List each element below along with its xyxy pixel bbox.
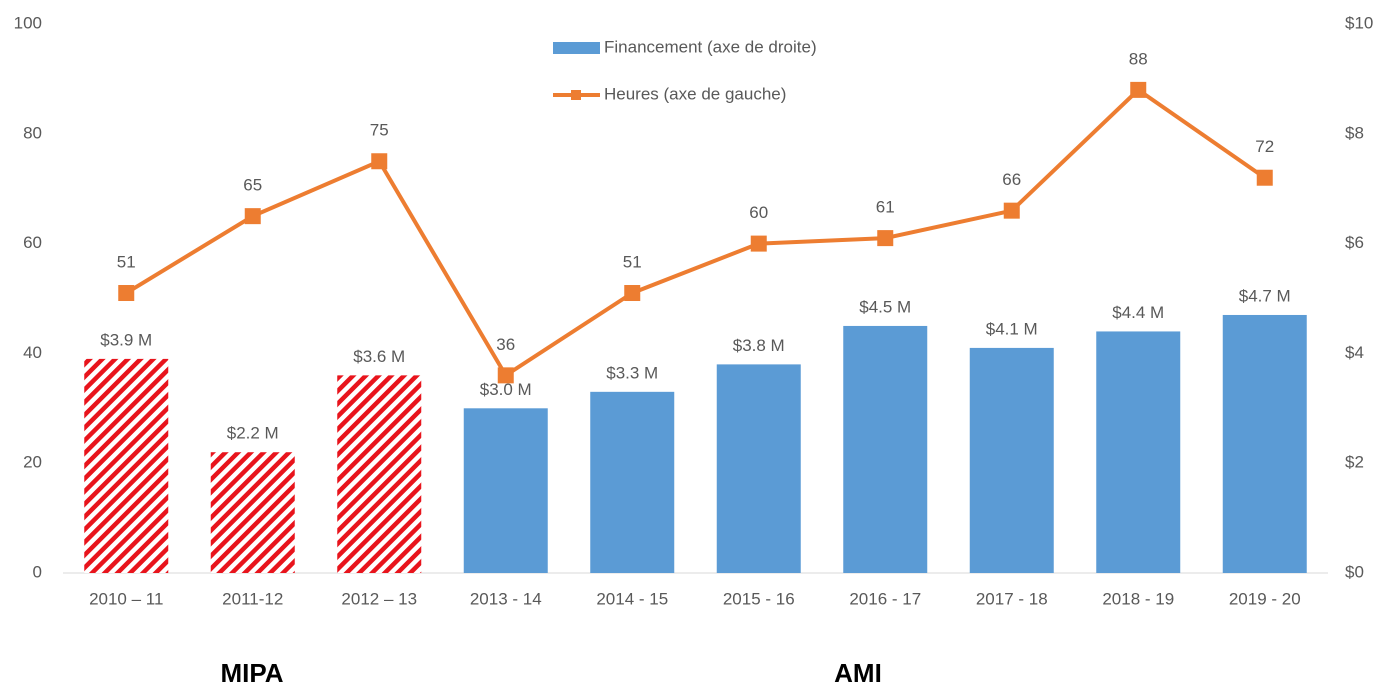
legend-swatch	[571, 90, 581, 100]
line-marker	[118, 285, 135, 302]
bar-value-label: $3.9 M	[100, 330, 152, 349]
bar	[84, 358, 169, 573]
line-value-label: 72	[1255, 137, 1274, 156]
x-tick-label: 2011-12	[222, 589, 283, 608]
y-tick-label: 0	[33, 562, 42, 581]
line-marker	[371, 153, 388, 170]
y2-tick-label: $0	[1345, 562, 1364, 581]
bar	[590, 391, 675, 573]
y2-tick-label: $6	[1345, 233, 1364, 252]
x-tick-label: 2016 - 17	[849, 589, 921, 608]
line-marker	[1130, 81, 1147, 98]
line-marker	[1256, 169, 1273, 186]
bar	[843, 325, 928, 573]
bar-value-label: $3.0 M	[480, 380, 532, 399]
y-tick-label: 80	[23, 123, 42, 142]
x-tick-label: 2013 - 14	[470, 589, 542, 608]
line-value-label: 36	[496, 335, 515, 354]
y-tick-label: 60	[23, 233, 42, 252]
bar	[969, 347, 1054, 573]
line-value-label: 65	[243, 176, 262, 195]
bar	[716, 364, 801, 573]
line-value-label: 51	[623, 252, 642, 271]
y-tick-label: 100	[14, 13, 42, 32]
line-marker	[877, 230, 894, 247]
x-tick-label: 2018 - 19	[1102, 589, 1174, 608]
y2-tick-label: $8	[1345, 123, 1364, 142]
x-tick-label: 2014 - 15	[596, 589, 668, 608]
line-marker	[244, 208, 261, 225]
y2-tick-label: $4	[1345, 343, 1364, 362]
bar-value-label: $4.7 M	[1239, 286, 1291, 305]
y-tick-label: 40	[23, 343, 42, 362]
bar-value-label: $3.3 M	[606, 363, 658, 382]
line	[125, 87, 1266, 379]
group-label: MIPA	[220, 658, 283, 688]
bar-value-label: $4.4 M	[1112, 303, 1164, 322]
line-marker	[624, 285, 641, 302]
line-marker	[497, 367, 514, 384]
x-tick-label: 2017 - 18	[976, 589, 1048, 608]
bar-value-label: $3.6 M	[353, 347, 405, 366]
x-tick-label: 2015 - 16	[723, 589, 795, 608]
bar-value-label: $3.8 M	[733, 336, 785, 355]
x-tick-label: 2010 – 11	[89, 589, 163, 608]
legend-label: Heures (axe de gauche)	[604, 84, 786, 103]
bar	[1096, 331, 1181, 573]
bar-value-label: $4.5 M	[859, 297, 911, 316]
bar	[463, 408, 548, 573]
bar	[337, 375, 422, 573]
y2-tick-label: $2	[1345, 453, 1364, 472]
x-tick-label: 2012 – 13	[341, 589, 417, 608]
bar-value-label: $2.2 M	[227, 424, 279, 443]
bar	[210, 452, 295, 573]
legend-label: Financement (axe de droite)	[604, 37, 817, 56]
line-marker	[750, 235, 767, 252]
y-tick-label: 20	[23, 453, 42, 472]
line-marker	[1003, 202, 1020, 219]
line-value-label: 75	[370, 121, 389, 140]
line-value-label: 61	[876, 198, 895, 217]
group-label: AMI	[834, 658, 882, 688]
y2-tick-label: $10	[1345, 13, 1373, 32]
line-value-label: 60	[749, 203, 768, 222]
legend-swatch	[553, 42, 600, 54]
x-tick-label: 2019 - 20	[1229, 589, 1301, 608]
line-value-label: 88	[1129, 49, 1148, 68]
line-value-label: 66	[1002, 170, 1021, 189]
line-value-label: 51	[117, 252, 136, 271]
bar	[1222, 314, 1307, 573]
bar-value-label: $4.1 M	[986, 319, 1038, 338]
